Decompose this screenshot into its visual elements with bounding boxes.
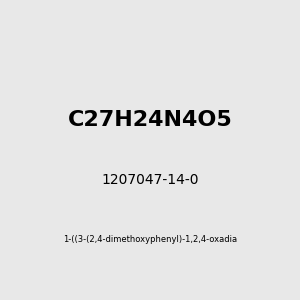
Text: 1-((3-(2,4-dimethoxyphenyl)-1,2,4-oxadia: 1-((3-(2,4-dimethoxyphenyl)-1,2,4-oxadia — [63, 236, 237, 244]
Text: C27H24N4O5: C27H24N4O5 — [68, 110, 232, 130]
Text: 1207047-14-0: 1207047-14-0 — [101, 173, 199, 187]
